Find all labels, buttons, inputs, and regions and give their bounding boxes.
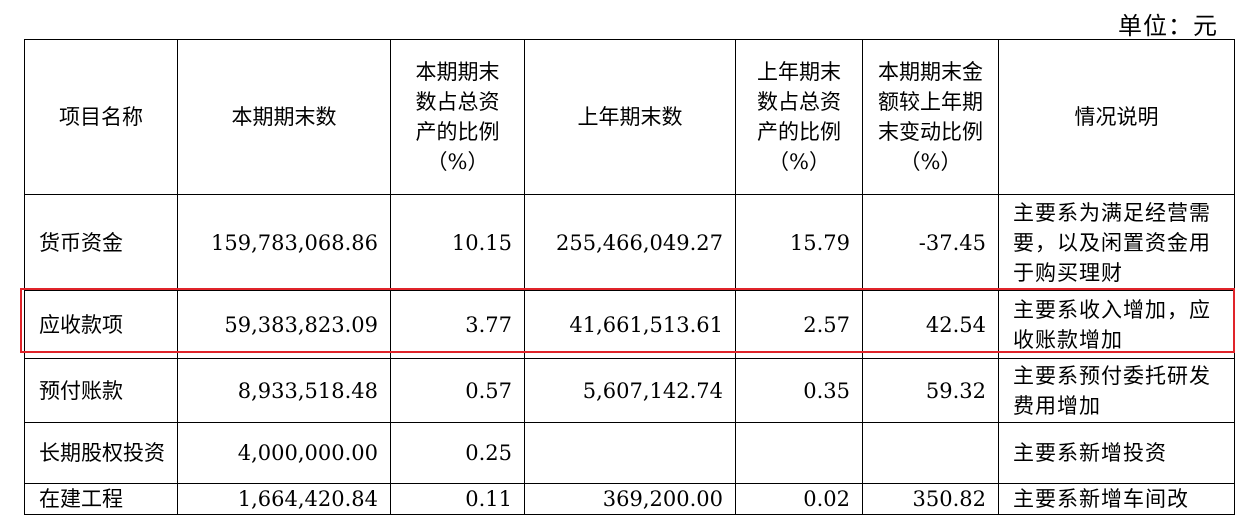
change-pct xyxy=(862,422,999,484)
table-row: 货币资金 159,783,068.86 10.15 255,466,049.27… xyxy=(24,194,1235,291)
current-pct: 0.11 xyxy=(390,483,525,515)
prior-pct: 0.02 xyxy=(735,483,863,515)
description: 主要系收入增加，应收账款增加 xyxy=(998,290,1235,359)
prior-amount xyxy=(524,422,736,484)
header-current-pct: 本期期末数占总资产的比例（%） xyxy=(390,39,525,195)
item-name: 货币资金 xyxy=(24,194,178,291)
item-name: 预付账款 xyxy=(24,358,178,423)
prior-amount: 255,466,049.27 xyxy=(524,194,736,291)
description: 主要系新增投资 xyxy=(998,422,1235,484)
current-amount: 59,383,823.09 xyxy=(177,290,391,359)
table-header-row: 项目名称 本期期末数 本期期末数占总资产的比例（%） 上年期末数 上年期末数占总… xyxy=(24,39,1235,195)
current-pct: 0.25 xyxy=(390,422,525,484)
prior-amount: 41,661,513.61 xyxy=(524,290,736,359)
description: 主要系新增车间改 xyxy=(998,483,1235,515)
prior-pct xyxy=(735,422,863,484)
current-amount: 1,664,420.84 xyxy=(177,483,391,515)
header-prior-pct: 上年期末数占总资产的比例（%） xyxy=(735,39,863,195)
current-pct: 3.77 xyxy=(390,290,525,359)
header-prior-amount: 上年期末数 xyxy=(524,39,736,195)
change-pct: 42.54 xyxy=(862,290,999,359)
item-name: 在建工程 xyxy=(24,483,178,515)
unit-label: 单位：元 xyxy=(1118,12,1218,40)
table-row: 长期股权投资 4,000,000.00 0.25 主要系新增投资 xyxy=(24,422,1235,484)
prior-pct: 0.35 xyxy=(735,358,863,423)
prior-pct: 15.79 xyxy=(735,194,863,291)
current-pct: 0.57 xyxy=(390,358,525,423)
description: 主要系预付委托研发费用增加 xyxy=(998,358,1235,423)
header-current-amount: 本期期末数 xyxy=(177,39,391,195)
current-amount: 8,933,518.48 xyxy=(177,358,391,423)
table-row: 应收款项 59,383,823.09 3.77 41,661,513.61 2.… xyxy=(24,290,1235,359)
current-amount: 4,000,000.00 xyxy=(177,422,391,484)
prior-pct: 2.57 xyxy=(735,290,863,359)
change-pct: 59.32 xyxy=(862,358,999,423)
current-amount: 159,783,068.86 xyxy=(177,194,391,291)
table-row: 在建工程 1,664,420.84 0.11 369,200.00 0.02 3… xyxy=(24,483,1235,515)
description: 主要系为满足经营需要，以及闲置资金用于购买理财 xyxy=(998,194,1235,291)
header-change-pct: 本期期末金额较上年期末变动比例（%） xyxy=(862,39,999,195)
header-description: 情况说明 xyxy=(998,39,1235,195)
item-name: 应收款项 xyxy=(24,290,178,359)
prior-amount: 5,607,142.74 xyxy=(524,358,736,423)
change-pct: -37.45 xyxy=(862,194,999,291)
current-pct: 10.15 xyxy=(390,194,525,291)
prior-amount: 369,200.00 xyxy=(524,483,736,515)
item-name: 长期股权投资 xyxy=(24,422,178,484)
header-item-name: 项目名称 xyxy=(24,39,178,195)
table-row: 预付账款 8,933,518.48 0.57 5,607,142.74 0.35… xyxy=(24,358,1235,423)
change-pct: 350.82 xyxy=(862,483,999,515)
asset-table: 项目名称 本期期末数 本期期末数占总资产的比例（%） 上年期末数 上年期末数占总… xyxy=(24,39,1235,515)
